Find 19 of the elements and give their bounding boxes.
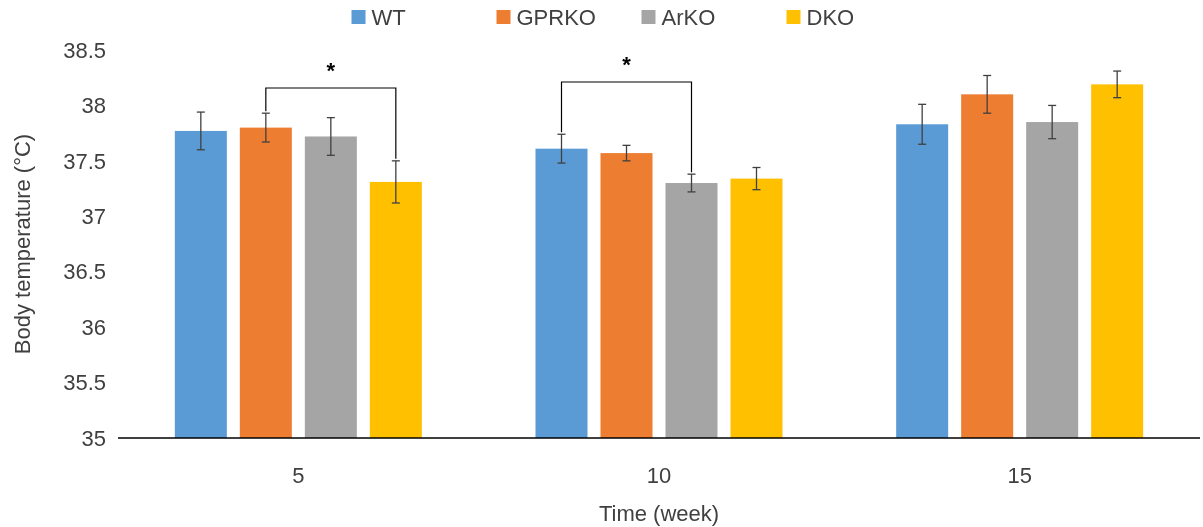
y-tick-label: 35	[81, 425, 106, 451]
y-axis-title: Body temperature (°C)	[10, 133, 35, 355]
legend-label: GPRKO	[516, 4, 596, 30]
annotation: *	[622, 52, 632, 77]
y-tick-label: 37.5	[63, 148, 106, 174]
y-tick-label: 38.5	[63, 37, 106, 63]
x-tick-label: 10	[646, 463, 672, 488]
y-tick-label: 36.5	[63, 259, 106, 285]
y-tick-label: 38	[81, 93, 106, 119]
y-tick-label: 35.5	[63, 370, 106, 396]
legend-label: WT	[371, 4, 406, 30]
x-axis-title: Time (week)	[598, 501, 720, 526]
y-tick-label: 36	[81, 314, 106, 340]
annotation: *	[326, 58, 336, 83]
y-tick-label: 37	[81, 203, 106, 229]
x-tick-label: 5	[292, 463, 305, 488]
x-tick-label: 15	[1007, 463, 1032, 488]
legend-label: ArKO	[661, 4, 716, 30]
legend-label: DKO	[806, 4, 855, 30]
